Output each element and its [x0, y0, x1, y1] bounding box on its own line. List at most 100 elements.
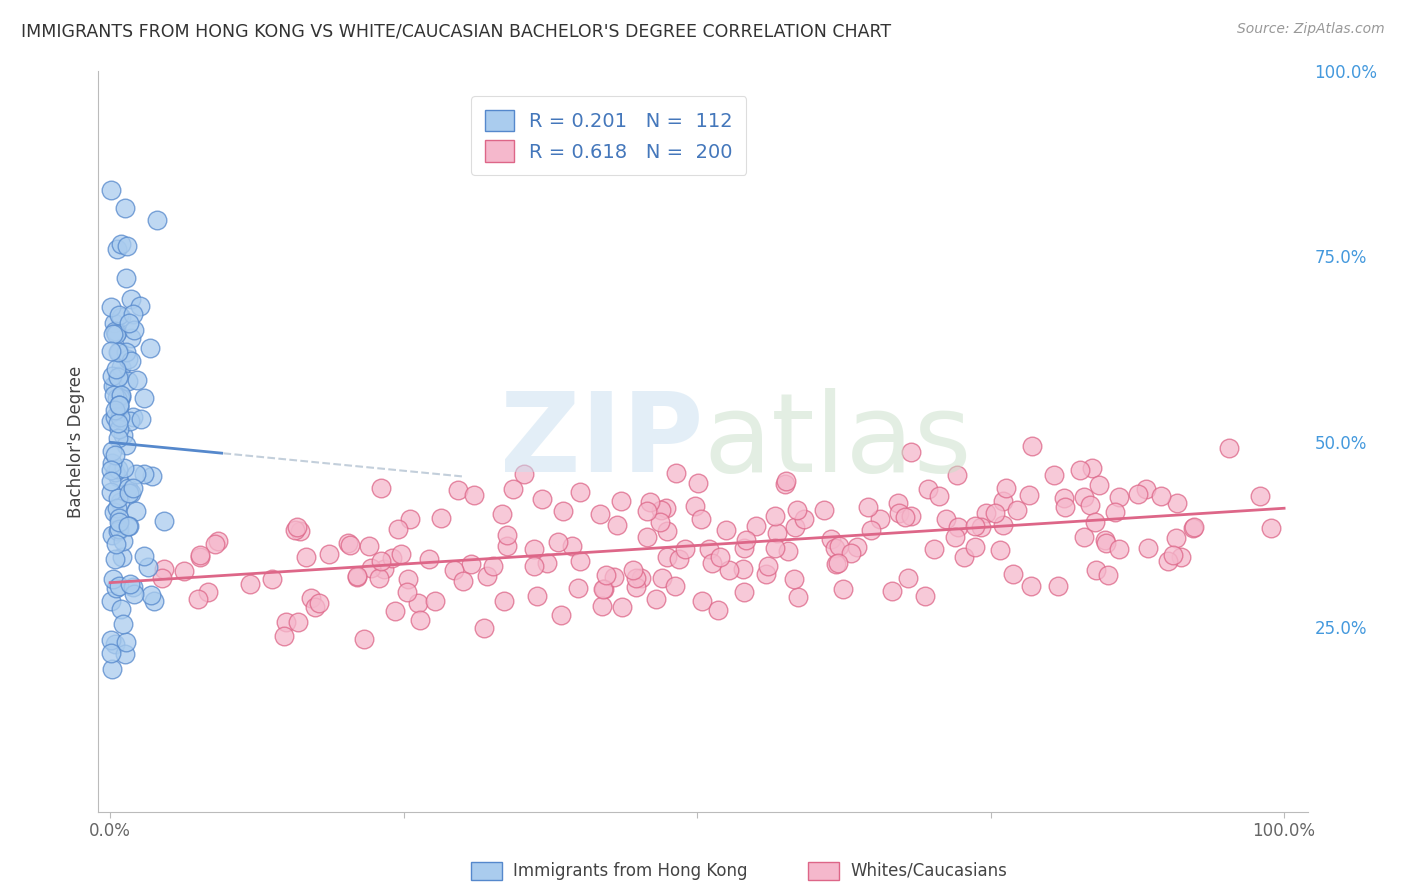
Point — [827, 556, 849, 570]
Point — [143, 593, 166, 607]
Point — [105, 501, 128, 516]
Point — [1095, 536, 1118, 550]
Point — [110, 390, 132, 404]
Point — [443, 563, 465, 577]
Point — [952, 549, 974, 564]
Point — [110, 236, 132, 251]
Point — [593, 582, 616, 596]
Point — [107, 422, 129, 436]
Point — [114, 201, 136, 215]
Point — [477, 569, 499, 583]
Point — [150, 571, 173, 585]
Point — [995, 481, 1018, 495]
Y-axis label: Bachelor's Degree: Bachelor's Degree — [66, 366, 84, 517]
Point — [993, 494, 1015, 508]
Point — [188, 548, 211, 562]
Point — [100, 485, 122, 500]
Point — [914, 590, 936, 604]
Point — [117, 481, 139, 495]
Point — [745, 519, 768, 533]
Point — [887, 495, 910, 509]
Point — [108, 410, 131, 425]
Point — [763, 508, 786, 523]
Point — [287, 615, 309, 629]
Point — [318, 547, 340, 561]
Point — [104, 465, 127, 479]
Point — [384, 604, 406, 618]
Point — [118, 485, 141, 500]
Point — [550, 607, 572, 622]
Point — [657, 524, 679, 538]
Point — [101, 369, 124, 384]
Point — [568, 485, 591, 500]
Point — [897, 571, 920, 585]
Point — [636, 530, 658, 544]
Point — [100, 183, 122, 197]
Point — [993, 518, 1015, 533]
Point — [197, 585, 219, 599]
Point — [775, 477, 797, 491]
Point — [108, 494, 131, 508]
Point — [1084, 515, 1107, 529]
Point — [1021, 439, 1043, 453]
Point — [423, 593, 446, 607]
Point — [1108, 490, 1130, 504]
Point — [373, 561, 395, 575]
Point — [638, 495, 661, 509]
Point — [139, 588, 162, 602]
Point — [138, 341, 160, 355]
Point — [856, 500, 879, 514]
Point — [650, 502, 672, 516]
Point — [118, 414, 141, 428]
Point — [207, 534, 229, 549]
Text: IMMIGRANTS FROM HONG KONG VS WHITE/CAUCASIAN BACHELOR'S DEGREE CORRELATION CHART: IMMIGRANTS FROM HONG KONG VS WHITE/CAUCA… — [21, 22, 891, 40]
Point — [107, 579, 129, 593]
Point — [100, 414, 122, 428]
Point — [547, 534, 569, 549]
Point — [1005, 503, 1028, 517]
Point — [453, 574, 475, 588]
Text: ZIP: ZIP — [499, 388, 703, 495]
Point — [103, 387, 125, 401]
Point — [346, 570, 368, 584]
Point — [813, 503, 835, 517]
Point — [103, 379, 125, 393]
Point — [1019, 579, 1042, 593]
Point — [418, 551, 440, 566]
Point — [841, 546, 863, 560]
Point — [765, 526, 787, 541]
Point — [105, 391, 128, 405]
Point — [239, 577, 262, 591]
Point — [117, 316, 139, 330]
Point — [107, 369, 129, 384]
Point — [630, 570, 652, 584]
Point — [132, 391, 155, 405]
Point — [108, 400, 131, 414]
Point — [610, 599, 633, 614]
Point — [101, 444, 124, 458]
Point — [824, 541, 846, 556]
Point — [107, 370, 129, 384]
Point — [115, 239, 138, 253]
Point — [396, 572, 419, 586]
Point — [648, 516, 671, 530]
Point — [132, 467, 155, 482]
Point — [100, 456, 122, 470]
Point — [100, 633, 122, 648]
Point — [1182, 520, 1205, 534]
Point — [645, 591, 668, 606]
Point — [108, 399, 131, 413]
Point — [526, 589, 548, 603]
Point — [124, 587, 146, 601]
Point — [370, 554, 392, 568]
Point — [173, 564, 195, 578]
Point — [120, 577, 142, 591]
Point — [100, 594, 122, 608]
Point — [763, 541, 786, 556]
Point — [100, 646, 122, 660]
Point — [100, 300, 122, 314]
Point — [869, 512, 891, 526]
Point — [108, 308, 131, 322]
Point — [357, 539, 380, 553]
Point — [304, 599, 326, 614]
